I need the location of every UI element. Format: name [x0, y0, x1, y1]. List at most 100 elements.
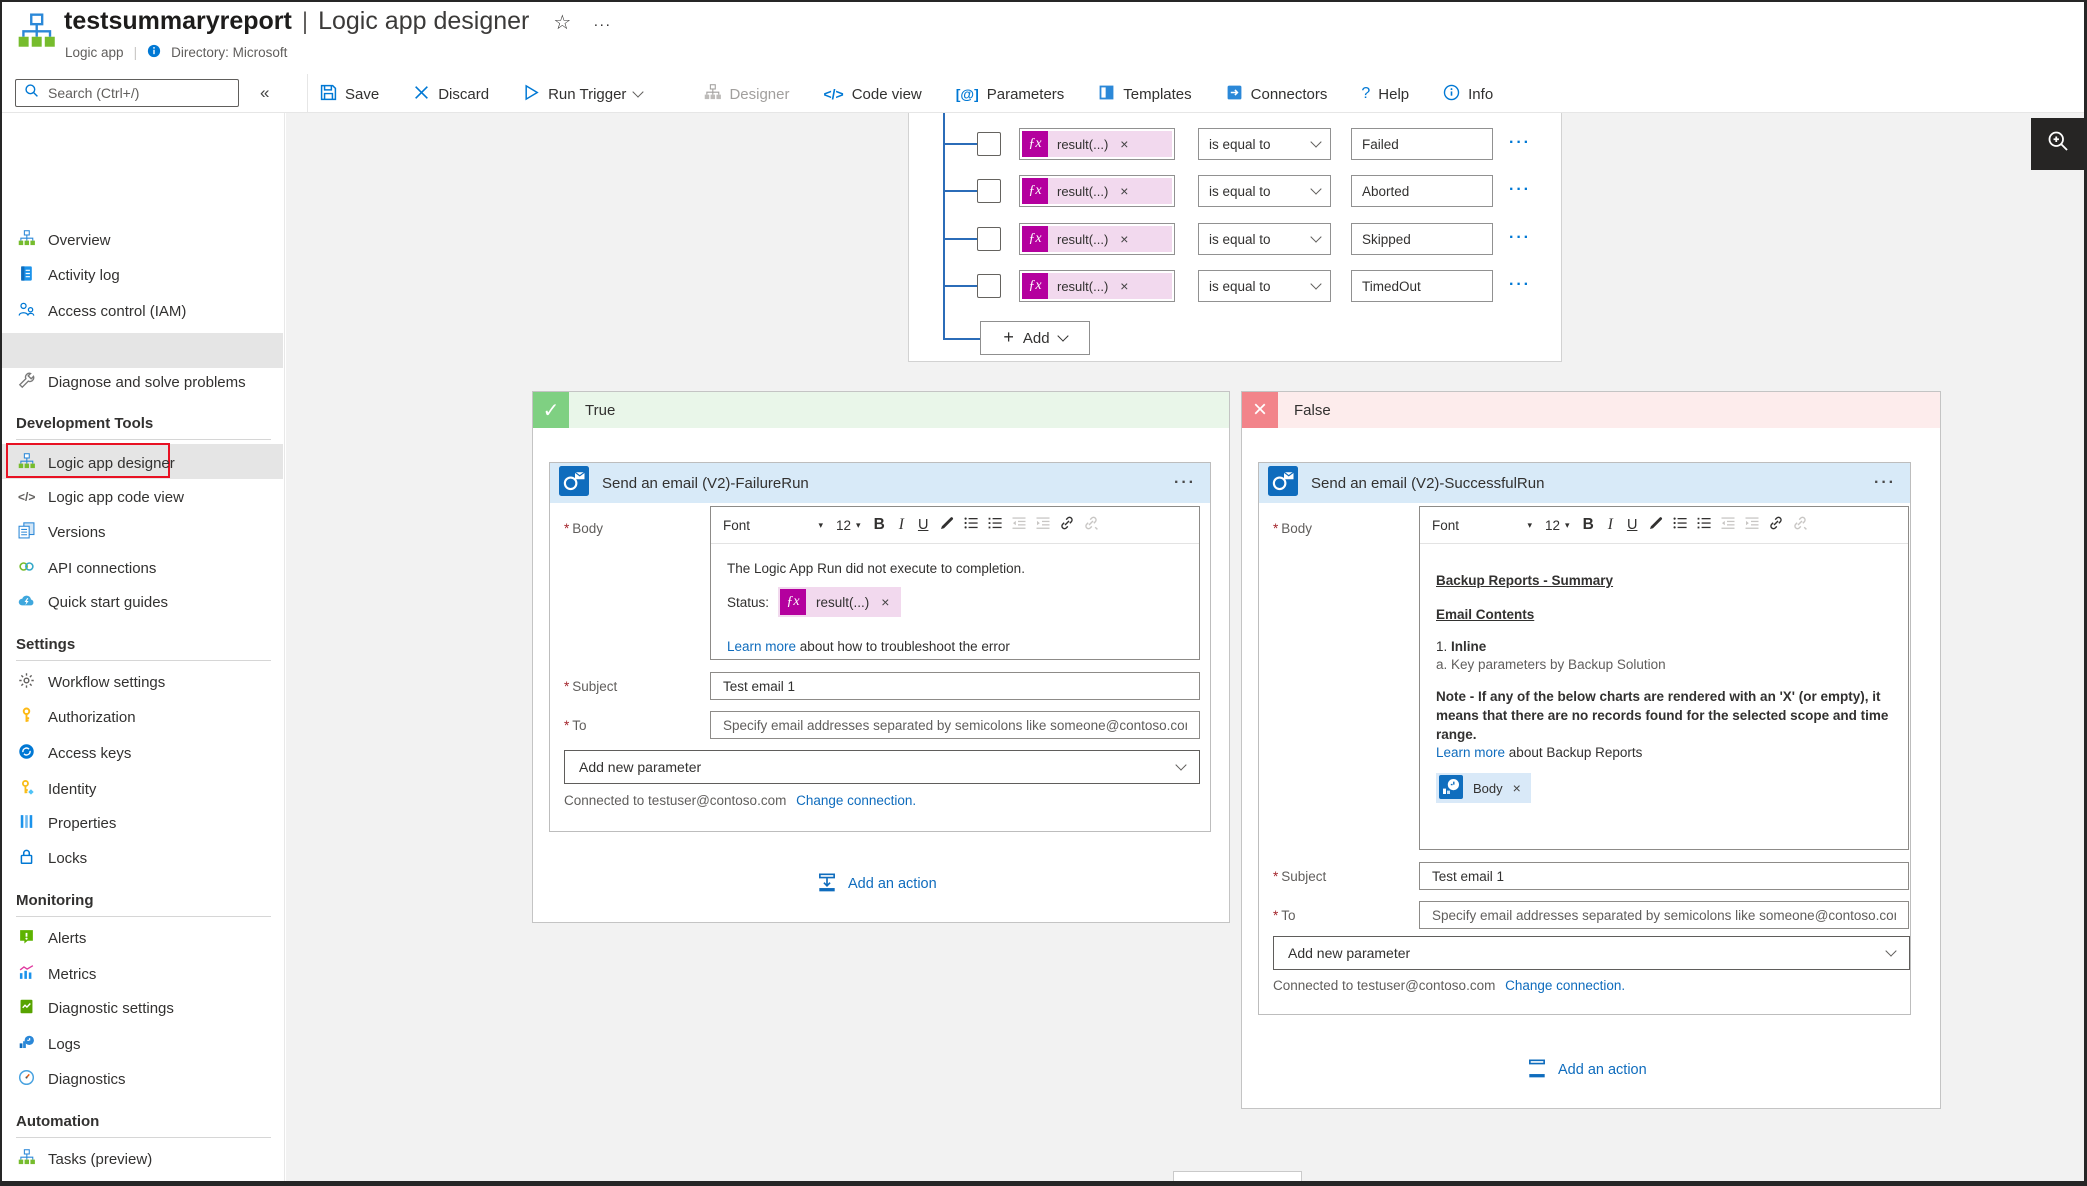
sidebar-item-logic-app-code-view[interactable]: </> Logic app code view — [18, 488, 184, 506]
subject-input[interactable] — [1419, 862, 1909, 890]
operator-dropdown[interactable]: is equal to — [1198, 270, 1331, 302]
more-menu-icon[interactable]: ··· — [593, 16, 612, 33]
add-action-button[interactable]: Add an action — [1526, 1057, 1647, 1083]
sidebar-item-workflow-settings[interactable]: Workflow settings — [2, 668, 283, 696]
remove-token-icon[interactable]: × — [881, 594, 890, 610]
run-trigger-button[interactable]: Run Trigger — [523, 84, 645, 105]
sidebar-item-metrics[interactable]: Metrics — [2, 960, 283, 988]
remove-token-icon[interactable]: × — [1120, 231, 1129, 247]
sidebar-item-access-keys[interactable]: Access keys — [2, 739, 283, 767]
status-expression-token[interactable]: ƒx result(...) × — [778, 587, 902, 617]
learn-more-link[interactable]: Learn more — [1436, 745, 1506, 760]
help-button[interactable]: ? Help — [1361, 85, 1410, 103]
italic-button[interactable]: I — [898, 516, 904, 533]
sidebar-item-alerts[interactable]: Alerts — [2, 924, 283, 952]
remove-token-icon[interactable]: × — [1120, 183, 1129, 199]
sidebar-item-tasks[interactable]: Tasks (preview) — [2, 1145, 283, 1173]
sidebar-item-identity[interactable]: Identity — [2, 775, 283, 803]
font-dropdown[interactable]: Font ▾ — [723, 517, 823, 533]
to-input[interactable] — [1419, 901, 1909, 929]
link-icon[interactable] — [1768, 515, 1784, 536]
code-view-button[interactable]: </> Code view — [823, 85, 922, 103]
font-size-dropdown[interactable]: 12 ▾ — [836, 517, 861, 533]
value-field[interactable]: Skipped — [1351, 223, 1493, 255]
bullet-list-icon[interactable] — [1672, 515, 1688, 536]
sidebar-item-versions[interactable]: Versions — [2, 518, 283, 546]
sidebar-item-locks[interactable]: Locks — [2, 844, 283, 872]
learn-more-link[interactable]: Learn more — [727, 639, 797, 654]
sidebar-item-quick-start[interactable]: Quick start guides — [2, 588, 283, 616]
row-more-icon[interactable]: ··· — [1509, 181, 1531, 198]
font-size-dropdown[interactable]: 12 ▾ — [1545, 517, 1570, 533]
editor-content[interactable]: The Logic App Run did not execute to com… — [711, 543, 1199, 659]
operator-dropdown[interactable]: is equal to — [1198, 128, 1331, 160]
action-card-header[interactable]: Send an email (V2)-SuccessfulRun ··· — [1259, 463, 1910, 503]
remove-token-icon[interactable]: × — [1120, 278, 1129, 294]
bullet-list-icon[interactable] — [963, 515, 979, 536]
sidebar-item-api-connections[interactable]: API connections — [2, 554, 283, 582]
sidebar-search[interactable] — [15, 79, 239, 107]
discard-button[interactable]: Discard — [413, 84, 489, 105]
condition-checkbox[interactable] — [977, 132, 1001, 156]
value-field[interactable]: Aborted — [1351, 175, 1493, 207]
expression-field[interactable]: ƒx result(...) × — [1019, 128, 1175, 160]
italic-button[interactable]: I — [1607, 516, 1613, 533]
condition-checkbox[interactable] — [977, 227, 1001, 251]
subject-input[interactable] — [710, 672, 1200, 700]
body-token[interactable]: Body × — [1436, 773, 1531, 803]
expression-field[interactable]: ƒx result(...) × — [1019, 175, 1175, 207]
expression-field[interactable]: ƒx result(...) × — [1019, 270, 1175, 302]
sidebar-item-export-template[interactable]: Export template — [2, 1181, 283, 1186]
change-connection-link[interactable]: Change connection. — [1505, 978, 1626, 993]
condition-checkbox[interactable] — [977, 274, 1001, 298]
templates-button[interactable]: Templates — [1098, 84, 1192, 105]
collapse-sidebar-button[interactable]: « — [260, 83, 270, 102]
underline-button[interactable]: U — [1626, 517, 1638, 533]
info-button[interactable]: Info — [1443, 84, 1493, 105]
link-icon[interactable] — [1059, 515, 1075, 536]
operator-dropdown[interactable]: is equal to — [1198, 175, 1331, 207]
numbered-list-icon[interactable] — [987, 515, 1003, 536]
font-dropdown[interactable]: Font ▾ — [1432, 517, 1532, 533]
sidebar-item-diagnose[interactable]: Diagnose and solve problems — [2, 368, 283, 396]
zoom-button[interactable] — [2031, 118, 2084, 170]
sidebar-item-properties[interactable]: Properties — [2, 809, 283, 837]
editor-content[interactable]: Backup Reports - Summary Email Contents … — [1420, 543, 1908, 849]
condition-checkbox[interactable] — [977, 179, 1001, 203]
underline-button[interactable]: U — [917, 517, 929, 533]
sidebar-item-authorization[interactable]: Authorization — [2, 703, 283, 731]
sidebar-item-logs[interactable]: Logs — [2, 1030, 283, 1058]
add-new-parameter-dropdown[interactable]: Add new parameter — [1273, 936, 1910, 970]
value-field[interactable]: TimedOut — [1351, 270, 1493, 302]
search-input[interactable] — [46, 84, 230, 102]
row-more-icon[interactable]: ··· — [1509, 229, 1531, 246]
to-input[interactable] — [710, 711, 1200, 739]
add-condition-button[interactable]: + Add — [980, 321, 1090, 355]
sidebar-item-diagnostics[interactable]: Diagnostics — [2, 1065, 283, 1093]
expression-field[interactable]: ƒx result(...) × — [1019, 223, 1175, 255]
action-card-header[interactable]: Send an email (V2)-FailureRun ··· — [550, 463, 1210, 503]
add-action-button[interactable]: Add an action — [816, 871, 937, 897]
add-new-parameter-dropdown[interactable]: Add new parameter — [564, 750, 1200, 784]
sidebar-item-logic-app-designer[interactable]: Logic app designer — [2, 449, 283, 477]
pen-icon[interactable] — [939, 515, 955, 536]
bold-button[interactable]: B — [1582, 516, 1594, 533]
clipped-action-node[interactable] — [1173, 1171, 1302, 1181]
card-more-icon[interactable]: ··· — [1174, 474, 1196, 491]
save-button[interactable]: Save — [320, 84, 379, 105]
operator-dropdown[interactable]: is equal to — [1198, 223, 1331, 255]
sidebar-item-overview[interactable]: Overview — [2, 226, 283, 254]
remove-token-icon[interactable]: × — [1120, 136, 1129, 152]
sidebar-item-access-control[interactable]: Access control (IAM) — [2, 297, 283, 325]
row-more-icon[interactable]: ··· — [1509, 134, 1531, 151]
value-field[interactable]: Failed — [1351, 128, 1493, 160]
parameters-button[interactable]: [@] Parameters — [955, 85, 1065, 103]
numbered-list-icon[interactable] — [1696, 515, 1712, 536]
change-connection-link[interactable]: Change connection. — [796, 793, 917, 808]
card-more-icon[interactable]: ··· — [1874, 474, 1896, 491]
sidebar-item-diagnostic-settings[interactable]: Diagnostic settings — [2, 994, 283, 1022]
pen-icon[interactable] — [1648, 515, 1664, 536]
row-more-icon[interactable]: ··· — [1509, 276, 1531, 293]
connectors-button[interactable]: Connectors — [1226, 84, 1327, 105]
bold-button[interactable]: B — [873, 516, 885, 533]
